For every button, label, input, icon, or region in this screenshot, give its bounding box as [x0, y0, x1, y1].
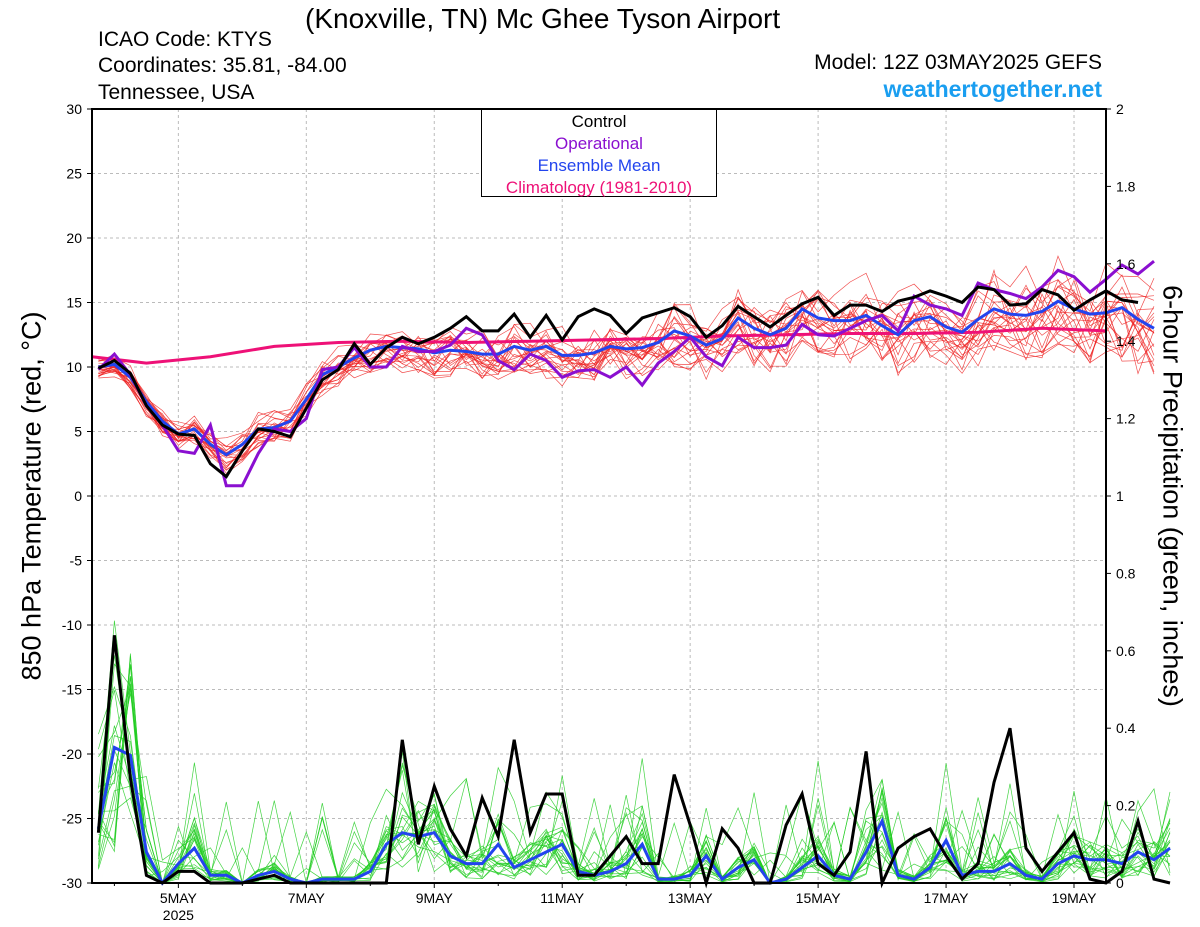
x-tick-label: 7MAY — [288, 890, 326, 906]
precipitation-member-line — [98, 664, 1171, 884]
precipitation-member-line — [98, 664, 1171, 884]
y-tick-label: 10 — [66, 359, 82, 375]
y2-tick-label: 1.4 — [1116, 333, 1136, 349]
y2-tick-label: 1 — [1116, 488, 1124, 504]
y-axis-label: 850 hPa Temperature (red, °C) — [16, 311, 47, 681]
region: Tennessee, USA — [98, 81, 255, 104]
x-tick-label: 15MAY — [796, 890, 842, 906]
y-tick-label: 5 — [74, 424, 82, 440]
y-tick-label: -25 — [62, 811, 82, 827]
temperature-member-line — [98, 312, 1155, 456]
precipitation-member-line — [98, 687, 1171, 884]
x-tick-label: 19MAY — [1052, 890, 1098, 906]
climatology-line — [91, 326, 1107, 365]
y2-tick-label: 0.6 — [1116, 643, 1136, 659]
grid-lines — [92, 109, 1106, 883]
y2-tick-label: 1.8 — [1116, 178, 1136, 194]
legend-climatology: Climatology (1981-2010) — [505, 178, 693, 197]
y-tick-label: 30 — [66, 101, 82, 117]
y2-tick-label: 0.2 — [1116, 798, 1136, 814]
temperature-member-line — [98, 292, 1155, 459]
precipitation-control-line — [96, 635, 1171, 889]
y-tick-label: 15 — [66, 295, 82, 311]
y2-tick-label: 0.4 — [1116, 720, 1136, 736]
model-run: Model: 12Z 03MAY2025 GEFS — [814, 51, 1102, 74]
y2-tick-label: 1.6 — [1116, 256, 1136, 272]
y-tick-label: 25 — [66, 166, 82, 182]
icao-code: ICAO Code: KTYS — [98, 28, 272, 51]
legend-operational: Operational — [555, 134, 643, 153]
legend-control: Control — [571, 112, 627, 131]
y-tick-label: -15 — [62, 682, 82, 698]
y2-axis-label: 6-hour Precipitation (green, inches) — [1157, 285, 1188, 707]
temperature-operational-line — [97, 260, 1155, 488]
y2-tick-label: 0 — [1116, 875, 1124, 891]
temperature-member-line — [98, 293, 1155, 467]
y-tick-label: -30 — [62, 875, 82, 891]
y-tick-label: 0 — [74, 488, 82, 504]
temperature-member-line — [98, 269, 1155, 447]
coordinates: Coordinates: 35.81, -84.00 — [98, 54, 347, 77]
y2-tick-label: 2 — [1116, 101, 1124, 117]
y-tick-label: -10 — [62, 617, 82, 633]
x-tick-label: 13MAY — [668, 890, 714, 906]
y-tick-label: -20 — [62, 746, 82, 762]
temperature-member-line — [98, 306, 1155, 469]
y2-tick-label: 1.2 — [1116, 411, 1136, 427]
precipitation-member-line — [98, 644, 1171, 885]
x-tick-label: 5MAY — [160, 890, 198, 906]
chart-legend: Control Operational Ensemble Mean Climat… — [481, 109, 717, 197]
x-tick-label: 9MAY — [416, 890, 454, 906]
series-lines — [91, 260, 1171, 889]
temperature-control-line — [97, 285, 1139, 479]
y2-tick-label: 0.8 — [1116, 565, 1136, 581]
y-tick-label: 20 — [66, 230, 82, 246]
precipitation-member-line — [98, 762, 1171, 884]
page-title: (Knoxville, TN) Mc Ghee Tyson Airport — [305, 3, 781, 34]
x-tick-label: 17MAY — [924, 890, 970, 906]
x-tick-label: 11MAY — [540, 890, 584, 906]
y-tick-label: -5 — [70, 553, 83, 569]
axis-ticks: -30-25-20-15-10-505101520253000.20.40.60… — [62, 101, 1136, 923]
legend-mean: Ensemble Mean — [537, 156, 661, 175]
precipitation-mean-line — [96, 745, 1171, 886]
x-tick-sublabel: 2025 — [163, 907, 194, 923]
site-link[interactable]: weathertogether.net — [883, 76, 1102, 102]
